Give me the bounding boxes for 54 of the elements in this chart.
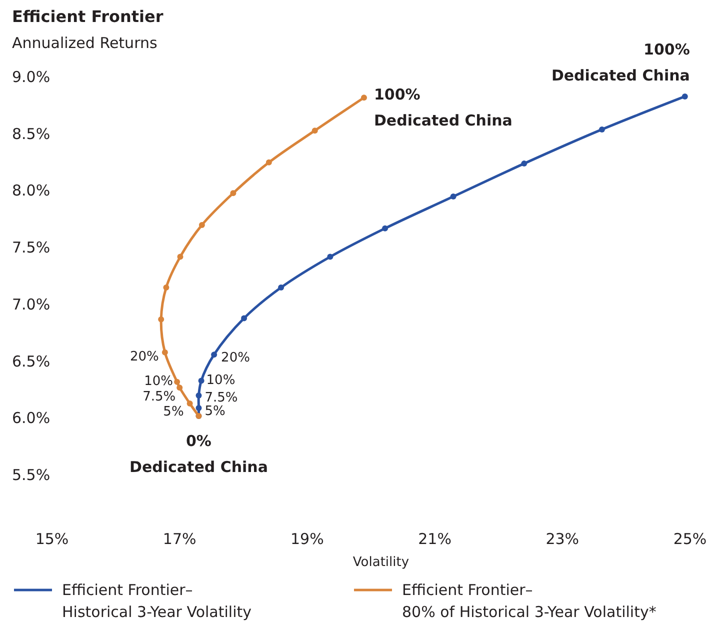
annotation: 7.5% <box>204 390 238 406</box>
point <box>162 349 168 356</box>
x-tick-label: 17% <box>162 530 196 548</box>
y-tick-label: 6.0% <box>12 409 50 428</box>
point <box>266 159 272 166</box>
point <box>176 384 183 391</box>
annotation: 20% <box>130 349 159 364</box>
point <box>177 254 184 260</box>
annotation: 10% <box>144 374 174 389</box>
point <box>278 284 284 291</box>
x-tick-label: 25% <box>673 530 707 548</box>
y-tick-label: 7.0% <box>12 295 50 314</box>
point <box>360 94 367 101</box>
y-tick-label: 8.0% <box>12 182 50 200</box>
annotation: 5% <box>204 404 226 420</box>
point <box>382 225 388 232</box>
legend-label: Efficient Frontier– 80% of Historical 3-Year Volatility* <box>402 581 657 621</box>
point <box>682 93 688 100</box>
y-tick-label: 6.5% <box>12 352 50 370</box>
point <box>158 316 164 322</box>
point <box>450 194 456 200</box>
x-axis-title: Volatility <box>352 555 410 570</box>
annotation: 20% <box>221 350 250 366</box>
annotation: 0% Dedicated China <box>130 432 268 476</box>
legend-label: Efficient Frontier– Historical 3-Year Volatility <box>62 581 252 621</box>
annotation: 100% Dedicated China <box>551 40 690 84</box>
y-tick-label: 5.5% <box>12 466 50 484</box>
point <box>312 128 318 134</box>
x-tick-label: 15% <box>35 530 69 548</box>
y-tick-label: 8.5% <box>12 124 50 143</box>
point <box>196 405 202 412</box>
chart-title: Efficient Frontier <box>12 7 164 26</box>
point <box>163 284 170 291</box>
annotation: 100% Dedicated China <box>374 86 512 130</box>
y-axis-title: Annualized Returns <box>12 34 158 52</box>
point <box>598 126 605 132</box>
x-tick-label: 23% <box>546 530 580 548</box>
point <box>211 352 218 358</box>
point <box>521 160 528 167</box>
point <box>327 254 334 260</box>
annotation: 5% <box>163 404 184 420</box>
y-tick-label: 7.5% <box>12 238 50 257</box>
point <box>230 190 236 196</box>
x-tick-label: 21% <box>418 530 452 548</box>
point <box>196 392 202 399</box>
point <box>241 315 248 322</box>
y-tick-label: 9.0% <box>12 68 50 86</box>
x-tick-label: 19% <box>290 530 324 548</box>
point <box>198 222 205 228</box>
annotation: 7.5% <box>142 390 176 405</box>
point <box>186 400 193 406</box>
point <box>174 378 180 385</box>
point <box>198 378 204 384</box>
annotation: 10% <box>206 372 236 388</box>
